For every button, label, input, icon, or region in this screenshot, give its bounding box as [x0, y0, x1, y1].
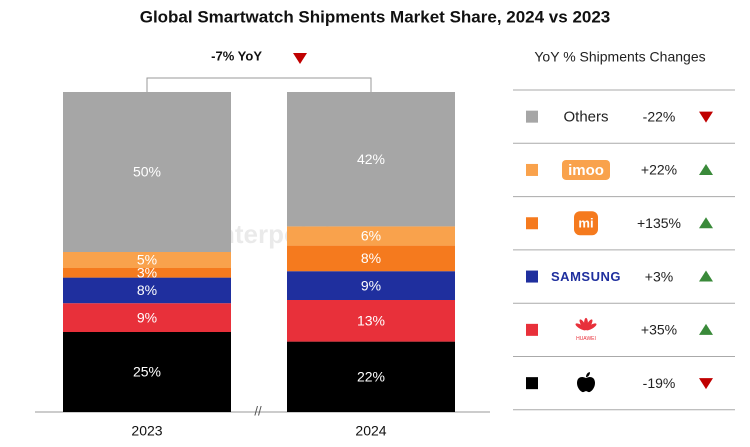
- data-label: 50%: [133, 164, 161, 180]
- legend-label: Others: [563, 109, 608, 126]
- legend-swatch: [526, 217, 538, 230]
- yoy-arrow: [699, 111, 713, 123]
- bar-segment: [287, 245, 455, 272]
- bracket: [146, 77, 372, 92]
- data-label: 6%: [361, 228, 381, 244]
- chart-title: Global Smartwatch Shipments Market Share…: [140, 7, 611, 26]
- legend-swatch: [526, 377, 538, 390]
- data-label: 9%: [361, 277, 381, 293]
- data-label: 8%: [137, 282, 157, 298]
- yoy-label: -22%: [643, 108, 676, 124]
- bar-segment: [63, 252, 231, 268]
- bar-segment: [287, 300, 455, 342]
- bar-segment: [63, 268, 231, 278]
- yoy-label: +22%: [641, 162, 677, 178]
- legend-label: HUAWEI: [576, 336, 596, 342]
- data-label: 5%: [137, 252, 157, 268]
- legend-label: mi: [578, 216, 593, 231]
- logo-bg: [562, 159, 610, 180]
- legend-swatch: [526, 323, 538, 336]
- legend-swatch: [526, 270, 538, 283]
- bar-segment: [287, 92, 455, 227]
- bar-segment: [63, 277, 231, 304]
- legend-swatch: [526, 110, 538, 123]
- legend-label: imoo: [568, 162, 604, 179]
- yoy-annotation: -7% YoY: [211, 48, 262, 63]
- yoy-label: +135%: [637, 215, 681, 231]
- x-tick-label: 2023: [131, 423, 162, 439]
- axis-break: //: [254, 403, 262, 418]
- yoy-label: +3%: [645, 268, 673, 284]
- legend-title: YoY % Shipments Changes: [534, 49, 705, 65]
- x-tick-label: 2024: [355, 423, 386, 439]
- logo-petal: [585, 323, 597, 331]
- data-label: 13%: [357, 313, 385, 329]
- apple-logo: [577, 372, 595, 393]
- yoy-arrow: [699, 217, 713, 229]
- data-label: 22%: [357, 369, 385, 385]
- yoy-arrow: [293, 53, 307, 64]
- bar-segment: [63, 332, 231, 412]
- bar-segment: [287, 271, 455, 300]
- legend-label: SAMSUNG: [551, 269, 621, 284]
- bar-segment: [287, 226, 455, 246]
- logo-bg: [574, 211, 598, 236]
- bar-segment: [63, 92, 231, 252]
- yoy-label: +35%: [641, 322, 677, 338]
- yoy-arrow: [699, 378, 713, 390]
- legend-swatch: [526, 163, 538, 176]
- data-label: 42%: [357, 151, 385, 167]
- data-label: 9%: [137, 309, 157, 325]
- data-label: 8%: [361, 250, 381, 266]
- data-label: 3%: [137, 265, 157, 281]
- bar-segment: [287, 341, 455, 412]
- yoy-arrow: [699, 323, 713, 335]
- yoy-label: -19%: [643, 375, 676, 391]
- data-label: 25%: [133, 364, 161, 380]
- bar-segment: [63, 303, 231, 332]
- yoy-arrow: [699, 163, 713, 175]
- yoy-arrow: [699, 270, 713, 282]
